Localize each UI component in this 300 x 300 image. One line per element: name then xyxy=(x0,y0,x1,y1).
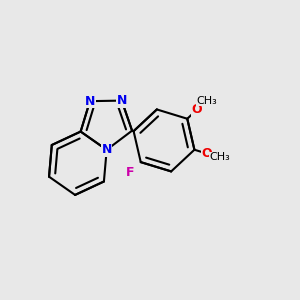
Text: CH₃: CH₃ xyxy=(209,152,230,163)
Text: N: N xyxy=(116,94,127,107)
Text: CH₃: CH₃ xyxy=(196,96,217,106)
Text: F: F xyxy=(126,166,134,179)
Text: O: O xyxy=(192,103,202,116)
Text: N: N xyxy=(85,95,95,108)
Text: O: O xyxy=(202,147,212,160)
Text: N: N xyxy=(101,143,112,156)
